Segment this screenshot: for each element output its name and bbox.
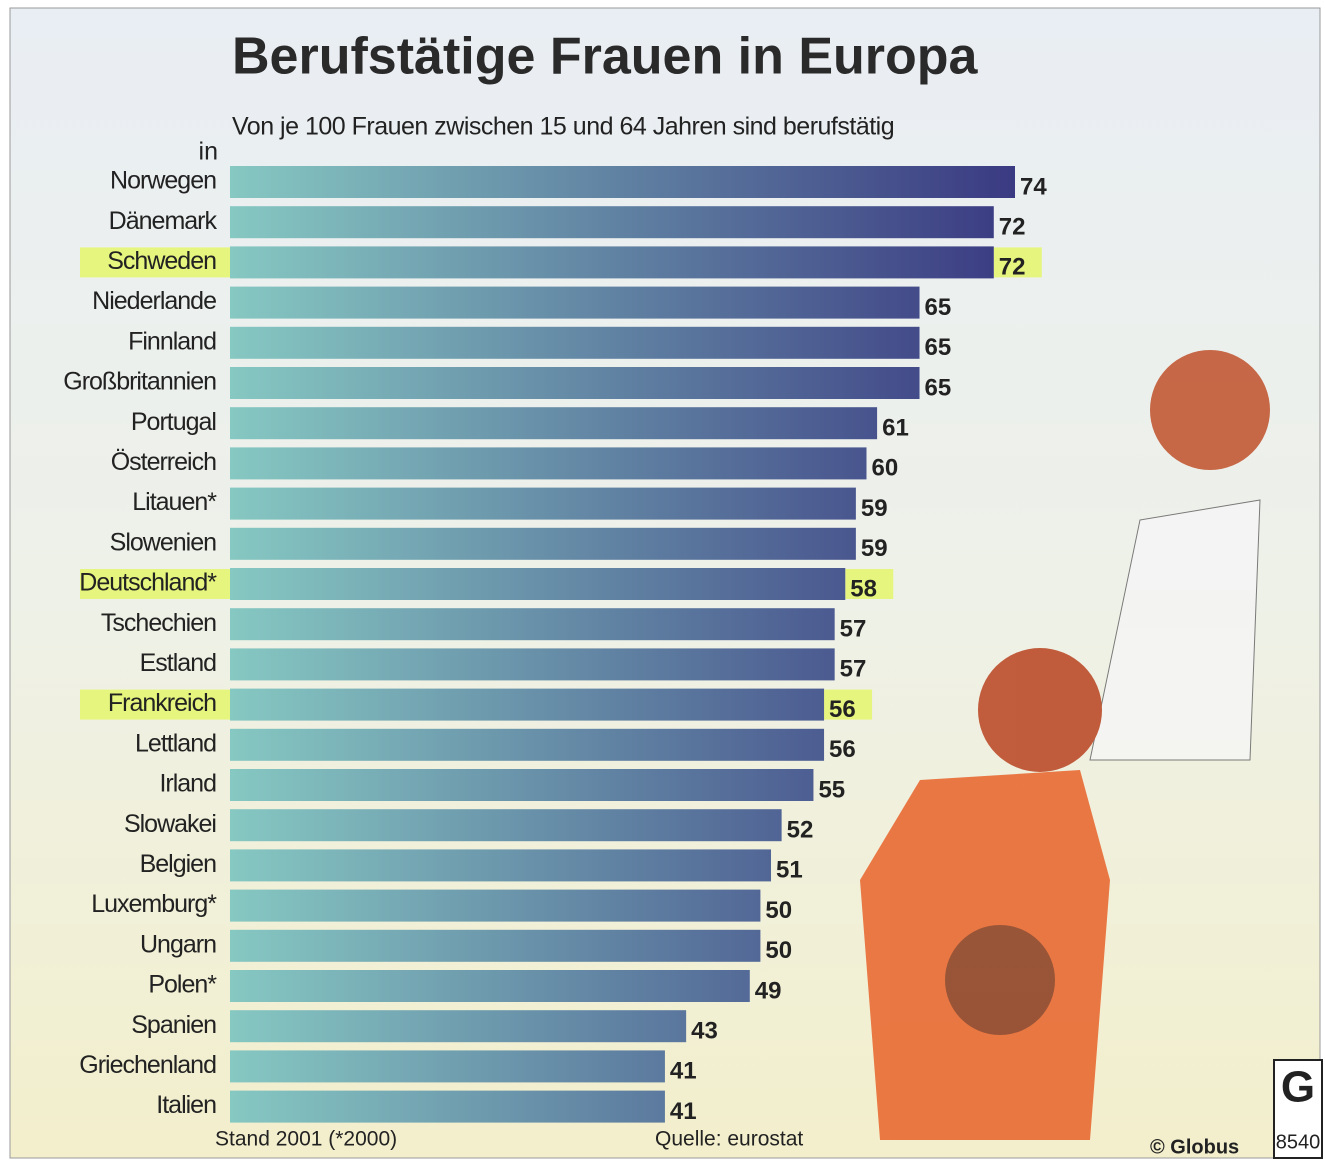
bar xyxy=(230,206,994,238)
bar xyxy=(230,689,824,721)
category-label: Polen* xyxy=(148,971,217,999)
category-label: Norwegen xyxy=(110,167,216,195)
bar xyxy=(230,568,845,600)
category-label: Dänemark xyxy=(109,207,218,235)
chart-subtitle: Von je 100 Frauen zwischen 15 und 64 Jah… xyxy=(232,113,894,141)
value-label: 59 xyxy=(861,495,888,522)
value-label: 51 xyxy=(776,857,803,884)
category-label: Großbritannien xyxy=(63,368,216,396)
value-label: 43 xyxy=(691,1018,718,1045)
value-label: 58 xyxy=(850,575,877,602)
logo: G xyxy=(1281,1063,1315,1112)
category-label: Luxemburg* xyxy=(91,890,217,918)
value-label: 55 xyxy=(818,776,845,803)
category-label: Niederlande xyxy=(92,287,216,315)
note: Stand 2001 (*2000) xyxy=(215,1128,397,1151)
category-label: Slowenien xyxy=(110,528,216,556)
category-label: Estland xyxy=(140,649,216,677)
value-label: 72 xyxy=(999,214,1026,241)
bar xyxy=(230,769,813,801)
category-label: Griechenland xyxy=(79,1051,216,1079)
category-label: Litauen* xyxy=(132,488,217,516)
value-label: 41 xyxy=(670,1098,697,1125)
category-label: Finnland xyxy=(128,327,216,355)
bar xyxy=(230,1010,686,1042)
value-label: 50 xyxy=(765,897,792,924)
logo-number: 8540 xyxy=(1276,1131,1321,1153)
bar xyxy=(230,407,877,439)
value-label: 50 xyxy=(765,937,792,964)
value-label: 61 xyxy=(882,415,909,442)
category-label: Irland xyxy=(159,770,216,798)
category-label: Tschechien xyxy=(101,609,216,637)
category-label: Slowakei xyxy=(124,810,216,838)
category-label: Lettland xyxy=(135,729,216,757)
category-label: Österreich xyxy=(111,448,216,476)
chart: Berufstätige Frauen in Europa Von je 100… xyxy=(0,0,1325,1162)
value-label: 72 xyxy=(999,254,1026,281)
bar xyxy=(230,970,750,1002)
value-label: 56 xyxy=(829,696,856,723)
bar xyxy=(230,1091,665,1123)
category-label: Frankreich xyxy=(108,689,216,717)
value-label: 65 xyxy=(925,294,952,321)
value-label: 65 xyxy=(925,334,952,361)
source: Quelle: eurostat xyxy=(655,1128,803,1151)
category-label: Spanien xyxy=(131,1011,216,1039)
value-label: 57 xyxy=(840,616,867,643)
bar xyxy=(230,287,920,319)
value-label: 52 xyxy=(787,817,814,844)
bar xyxy=(230,890,760,922)
category-label: Deutschland* xyxy=(79,569,217,597)
bar xyxy=(230,488,856,520)
category-label: Schweden xyxy=(107,247,216,275)
value-label: 59 xyxy=(861,535,888,562)
bar xyxy=(230,930,760,962)
value-label: 49 xyxy=(755,977,782,1004)
credit: © Globus xyxy=(1150,1136,1239,1158)
category-label: in xyxy=(199,138,218,166)
bar xyxy=(230,447,866,479)
bar xyxy=(230,809,782,841)
bar xyxy=(230,327,920,359)
value-label: 57 xyxy=(840,656,867,683)
bar xyxy=(230,528,856,560)
value-label: 41 xyxy=(670,1058,697,1085)
category-label: Belgien xyxy=(140,850,216,878)
bar xyxy=(230,246,994,278)
bar xyxy=(230,849,771,881)
bar xyxy=(230,367,920,399)
bar xyxy=(230,1050,665,1082)
bar xyxy=(230,608,835,640)
bar xyxy=(230,729,824,761)
value-label: 74 xyxy=(1020,173,1047,200)
value-label: 56 xyxy=(829,736,856,763)
chart-title: Berufstätige Frauen in Europa xyxy=(232,28,979,86)
category-label: Italien xyxy=(156,1091,216,1119)
value-label: 65 xyxy=(925,374,952,401)
bar xyxy=(230,166,1015,198)
category-label: Ungarn xyxy=(140,930,216,958)
value-label: 60 xyxy=(871,455,898,482)
bar xyxy=(230,648,835,680)
category-label: Portugal xyxy=(131,408,216,436)
